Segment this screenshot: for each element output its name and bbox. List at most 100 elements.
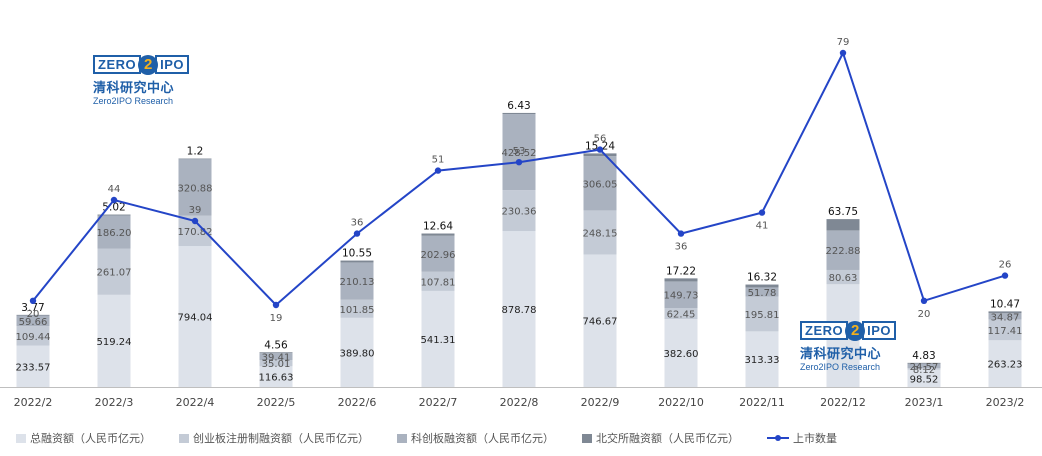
legend-label-chinext: 创业板注册制融资额（人民币亿元） <box>193 432 369 445</box>
zero2ipo-logo: ZERO 2 IPO <box>93 54 190 75</box>
logo-text-ipo: IPO <box>862 321 897 340</box>
bar-segment <box>16 326 50 346</box>
line-data-label: 51 <box>432 155 445 166</box>
x-tick-label: 2022/3 <box>95 396 134 409</box>
data-label-bse: 6.43 <box>507 100 530 112</box>
data-label-star: 320.88 <box>178 183 213 194</box>
bar-segment <box>16 345 50 387</box>
bar-segment <box>340 260 374 263</box>
x-tick-label: 2022/5 <box>257 396 296 409</box>
bar-segment <box>988 319 1022 341</box>
line-point <box>1001 272 1009 279</box>
logo-text-ipo: IPO <box>155 55 190 74</box>
data-label-star: 24.57 <box>910 362 939 373</box>
line-data-label: 79 <box>837 37 850 48</box>
bar-segment <box>340 299 374 318</box>
x-tick-label: 2022/10 <box>658 396 704 409</box>
line-data-label: 20 <box>918 309 931 320</box>
bar-segment <box>97 294 131 387</box>
bar-segment <box>421 271 455 291</box>
data-label-total: 263.23 <box>988 360 1023 371</box>
x-tick-label: 2022/9 <box>581 396 620 409</box>
bar-segment <box>259 366 293 387</box>
bar-segment <box>340 317 374 387</box>
data-label-chinext: 117.41 <box>988 326 1023 337</box>
data-label-star: 39.41 <box>262 353 291 364</box>
watermark-name-cn: 清科研究中心 <box>800 347 882 362</box>
bar-segment <box>259 352 293 354</box>
legend-item-listings: 上市数量 <box>767 430 837 446</box>
bar-segment <box>988 311 1022 314</box>
bar-segment <box>421 233 455 236</box>
bar-segment <box>502 231 536 387</box>
data-label-bse: 4.56 <box>264 339 288 351</box>
bar-segment <box>16 315 50 327</box>
legend-label-star: 科创板融资额（人民币亿元） <box>411 432 554 445</box>
line-data-label: 20 <box>27 309 40 320</box>
line-data-label: 36 <box>351 218 364 229</box>
data-label-total: 878.78 <box>502 305 537 316</box>
data-label-bse: 10.55 <box>342 248 372 260</box>
data-label-bse: 15.24 <box>585 140 615 152</box>
x-tick-label: 2022/12 <box>820 396 866 409</box>
bar-segment <box>259 353 293 361</box>
legend-swatch-chinext <box>179 433 189 443</box>
data-label-total: 746.67 <box>583 317 618 328</box>
bar-segment <box>988 340 1022 387</box>
bar-segment <box>583 210 617 255</box>
bar-segment <box>97 248 131 295</box>
data-label-star: 428.52 <box>502 148 537 159</box>
bar-segment <box>826 230 860 270</box>
line-data-label: 56 <box>594 134 607 145</box>
data-label-chinext: 107.81 <box>421 277 456 288</box>
bar-segment <box>502 190 536 232</box>
x-tick-label: 2023/1 <box>905 396 944 409</box>
x-tick-label: 2022/4 <box>176 396 215 409</box>
data-label-star: 210.13 <box>340 277 375 288</box>
legend-label-bse: 北交所融资额（人民币亿元） <box>596 432 739 445</box>
x-tick-label: 2022/6 <box>338 396 377 409</box>
data-label-chinext: 80.63 <box>829 273 858 284</box>
data-label-bse: 10.47 <box>990 298 1020 310</box>
bar-segment <box>745 331 779 387</box>
x-tick-label: 2023/2 <box>986 396 1025 409</box>
legend-swatch-total <box>16 433 26 443</box>
data-label-chinext: 230.36 <box>502 207 537 218</box>
bar-segment <box>340 262 374 300</box>
line-point <box>596 146 604 153</box>
legend-item-bse: 北交所融资额（人民币亿元） <box>582 430 739 446</box>
legend-item-total: 总融资额（人民币亿元） <box>16 430 151 446</box>
legend-swatch-star <box>397 433 407 443</box>
bar-segment <box>259 360 293 367</box>
data-label-total: 98.52 <box>910 374 939 385</box>
logo-text-two: 2 <box>845 320 866 341</box>
bar-segment <box>826 269 860 285</box>
bar-segment <box>502 112 536 115</box>
bar-segment <box>583 153 617 157</box>
bar-segment <box>988 313 1022 320</box>
data-label-chinext: 195.81 <box>745 310 780 321</box>
bar-segment <box>745 284 779 288</box>
legend-label-total: 总融资额（人民币亿元） <box>30 432 151 445</box>
data-label-total: 233.57 <box>16 362 51 373</box>
line-point <box>920 297 928 304</box>
bar-segment <box>178 158 212 160</box>
bar-segment <box>421 235 455 272</box>
legend-item-chinext: 创业板注册制融资额（人民币亿元） <box>179 430 369 446</box>
logo-text-two: 2 <box>138 54 159 75</box>
line-point <box>839 49 847 57</box>
data-label-star: 222.88 <box>826 246 861 257</box>
bar-segment <box>664 308 698 320</box>
data-label-total: 541.31 <box>421 335 456 346</box>
logo-text-zero: ZERO <box>800 321 849 340</box>
data-label-chinext: 170.82 <box>178 227 213 238</box>
x-tick-label: 2022/2 <box>14 396 53 409</box>
data-label-chinext: 109.44 <box>16 332 51 343</box>
bar-segment <box>907 368 941 370</box>
data-label-total: 382.60 <box>664 349 699 360</box>
watermark-name-cn: 清科研究中心 <box>93 81 175 96</box>
line-point <box>110 196 118 204</box>
bar-segment <box>16 314 50 316</box>
watermark-name-en: Zero2IPO Research <box>93 96 174 106</box>
x-tick-label: 2022/7 <box>419 396 458 409</box>
